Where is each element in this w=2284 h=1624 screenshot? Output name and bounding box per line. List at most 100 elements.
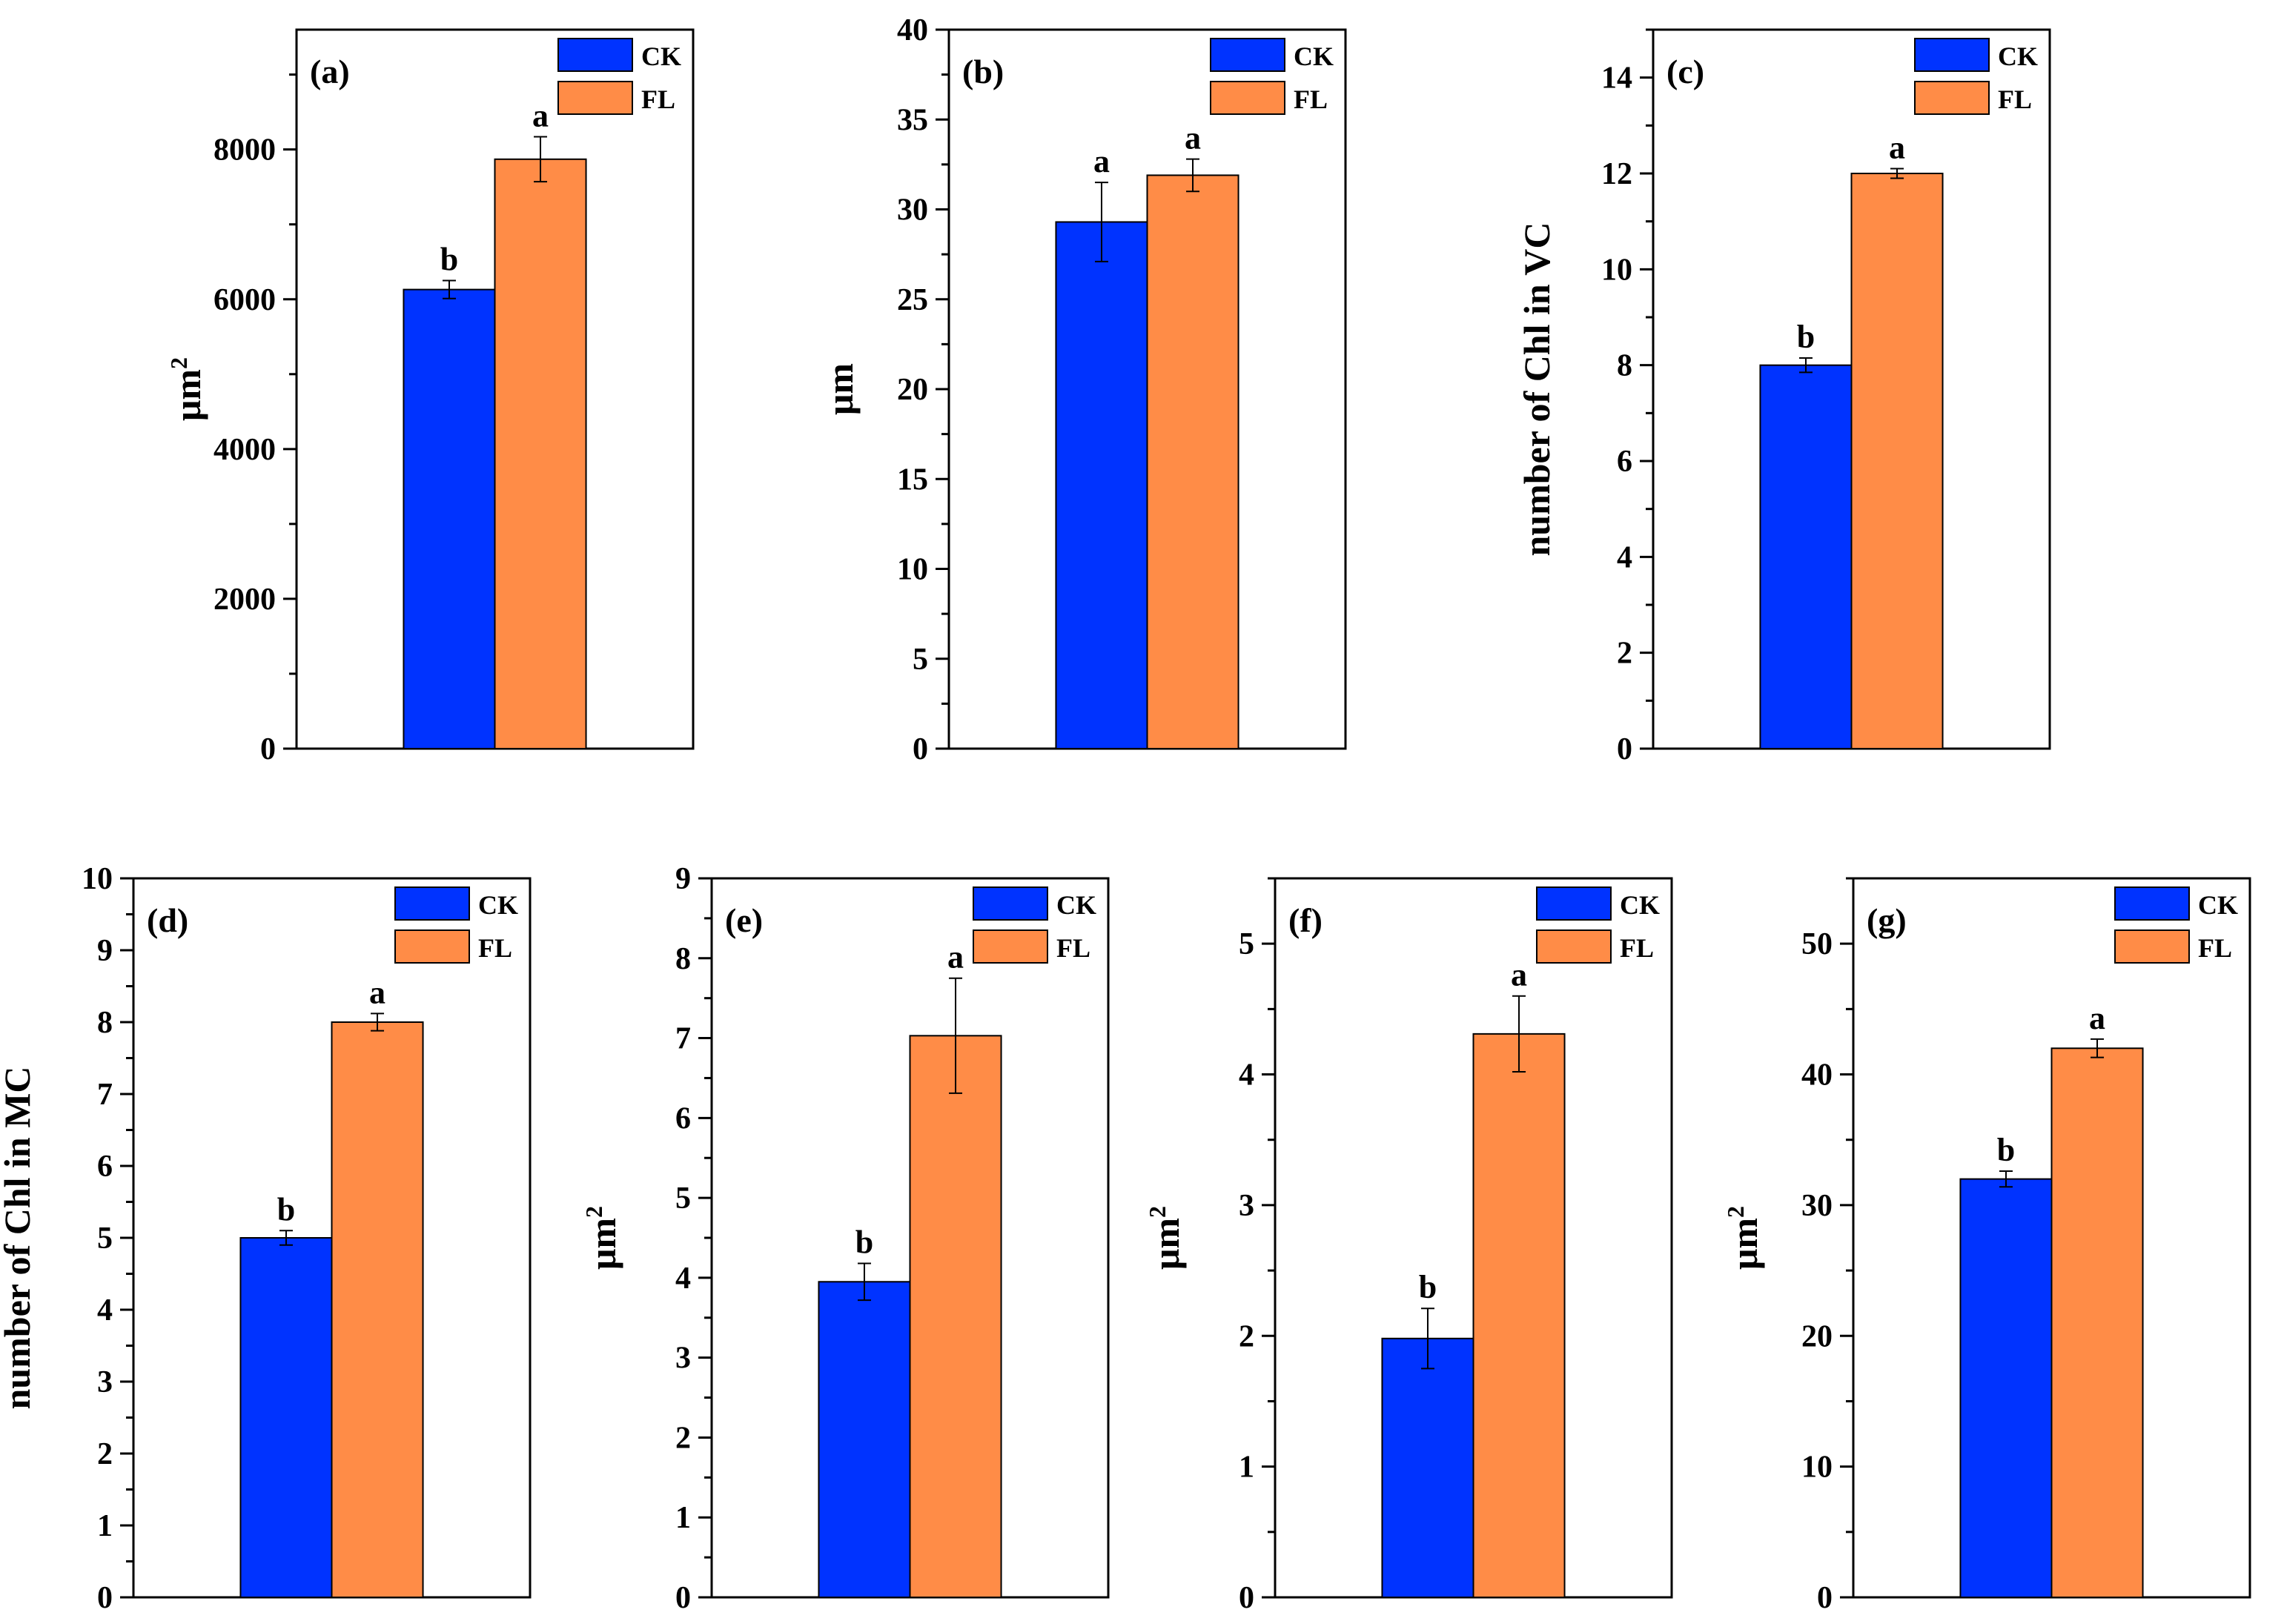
y-axis-title-superscript: 2 [1144, 1206, 1171, 1218]
y-tick-label: 20 [1801, 1319, 1833, 1353]
y-tick-label: 15 [897, 463, 928, 497]
y-tick-label: 0 [260, 732, 276, 766]
significance-label-ck: b [855, 1224, 873, 1260]
y-tick-label: 6 [97, 1150, 113, 1184]
y-tick-label: 40 [1801, 1058, 1833, 1093]
y-axis-title-text: number of Chl in VC [1516, 222, 1558, 556]
y-axis-title: μm [819, 363, 861, 415]
y-tick-label: 2 [675, 1421, 691, 1455]
y-tick-label: 7 [675, 1022, 691, 1056]
y-tick-label: 30 [1801, 1189, 1833, 1223]
y-tick-label: 10 [1601, 253, 1632, 287]
y-tick-label: 2 [1239, 1319, 1254, 1353]
y-tick-label: 40 [897, 13, 928, 47]
bar-ck [818, 1281, 911, 1599]
legend-swatch-ck [1210, 38, 1285, 72]
panel-label: (c) [1666, 53, 1704, 90]
y-axis-title-text: μm [1145, 1218, 1187, 1270]
y-tick-label: 8 [675, 942, 691, 976]
legend-label-fl: FL [1620, 933, 1654, 963]
bar-ck [239, 1237, 333, 1598]
y-tick-label: 5 [1239, 927, 1254, 961]
panel-label: (e) [725, 901, 763, 939]
y-tick-label: 2000 [213, 583, 276, 617]
y-tick-label: 9 [97, 934, 113, 968]
y-tick-label: 1 [675, 1501, 691, 1535]
y-axis-title: number of Chl in VC [1516, 222, 1558, 556]
legend-label-fl: FL [478, 933, 512, 963]
y-axis-title: μm2 [1722, 1206, 1765, 1270]
legend-swatch-ck [394, 886, 470, 921]
legend-label-fl: FL [2198, 933, 2232, 963]
y-tick-label: 6 [675, 1101, 691, 1136]
bar-fl [2050, 1047, 2144, 1598]
significance-label-ck: b [277, 1191, 295, 1227]
y-tick-label: 5 [97, 1222, 113, 1256]
y-axis-title-text: number of Chl in MC [0, 1066, 38, 1409]
bar-fl [494, 158, 587, 750]
y-axis-title-superscript: 2 [1722, 1206, 1749, 1218]
legend-label-fl: FL [641, 84, 675, 114]
y-tick-label: 0 [1617, 732, 1632, 766]
significance-label-ck: b [1797, 319, 1815, 355]
y-tick-label: 3 [675, 1342, 691, 1376]
bar-fl [1850, 173, 1944, 749]
legend-swatch-fl [1914, 81, 1990, 115]
y-tick-label: 30 [897, 193, 928, 228]
chart-panel-b: 0 5 10 15 20 25 30 35 40 μm (b) CK FL a a [819, 13, 1347, 766]
y-tick-label: 9 [675, 862, 691, 896]
legend-label-ck: CK [2198, 890, 2238, 920]
y-tick-label: 10 [82, 862, 113, 896]
bar-ck [403, 288, 496, 750]
significance-label-fl: a [947, 939, 964, 975]
chart-panel-g: 0 10 20 30 40 50 μm2 (g) CK FL b a [1722, 877, 2251, 1615]
bar-ck [1959, 1178, 2053, 1598]
y-tick-label: 7 [97, 1078, 113, 1112]
y-tick-label: 3 [1239, 1189, 1254, 1223]
legend-swatch-ck [557, 38, 633, 72]
y-tick-label: 2 [1617, 637, 1632, 671]
bar-fl [909, 1035, 1002, 1599]
y-tick-label: 35 [897, 103, 928, 137]
y-tick-label: 25 [897, 283, 928, 317]
y-axis-title: μm2 [580, 1206, 623, 1270]
panel-label: (d) [147, 901, 188, 939]
y-axis-title-text: μm [1724, 1218, 1765, 1270]
y-tick-label: 12 [1601, 157, 1632, 191]
panel-label: (f) [1288, 901, 1323, 939]
y-tick-label: 4000 [213, 433, 276, 467]
significance-label-ck: a [1093, 143, 1110, 179]
legend-swatch-ck [1536, 886, 1612, 921]
legend-swatch-fl [557, 81, 633, 115]
y-tick-label: 8 [97, 1006, 113, 1040]
legend-swatch-fl [2114, 929, 2190, 964]
chart-panel-a: 0 2000 4000 6000 8000 μm2 (a) CK FL b a [165, 28, 695, 766]
y-tick-label: 5 [675, 1181, 691, 1216]
y-axis-title-text: μm [819, 363, 861, 415]
y-tick-label: 0 [1239, 1581, 1254, 1615]
y-tick-label: 1 [1239, 1451, 1254, 1485]
legend-swatch-ck [973, 886, 1048, 921]
y-tick-label: 10 [1801, 1451, 1833, 1485]
y-tick-label: 0 [97, 1581, 113, 1615]
y-tick-label: 4 [97, 1293, 113, 1328]
legend-label-ck: CK [1620, 890, 1660, 920]
y-axis-title: μm2 [165, 357, 208, 421]
legend-label-ck: CK [1056, 890, 1096, 920]
y-axis-title: μm2 [1144, 1206, 1187, 1270]
y-tick-label: 8000 [213, 133, 276, 168]
significance-label-ck: b [1419, 1269, 1437, 1305]
legend-swatch-ck [1914, 38, 1990, 72]
chart-panel-d: 0 1 2 3 4 5 6 7 8 9 10 number of Chl in MC (d) CK FL b a [0, 862, 532, 1615]
bar-ck [1381, 1337, 1474, 1599]
y-axis-title: number of Chl in MC [0, 1066, 38, 1409]
significance-label-fl: a [2089, 1000, 2105, 1036]
y-tick-label: 4 [675, 1262, 691, 1296]
legend-label-ck: CK [1998, 42, 2038, 71]
legend-swatch-fl [394, 929, 470, 964]
y-tick-label: 2 [97, 1437, 113, 1471]
significance-label-ck: b [440, 241, 458, 277]
legend-label-ck: CK [478, 890, 518, 920]
